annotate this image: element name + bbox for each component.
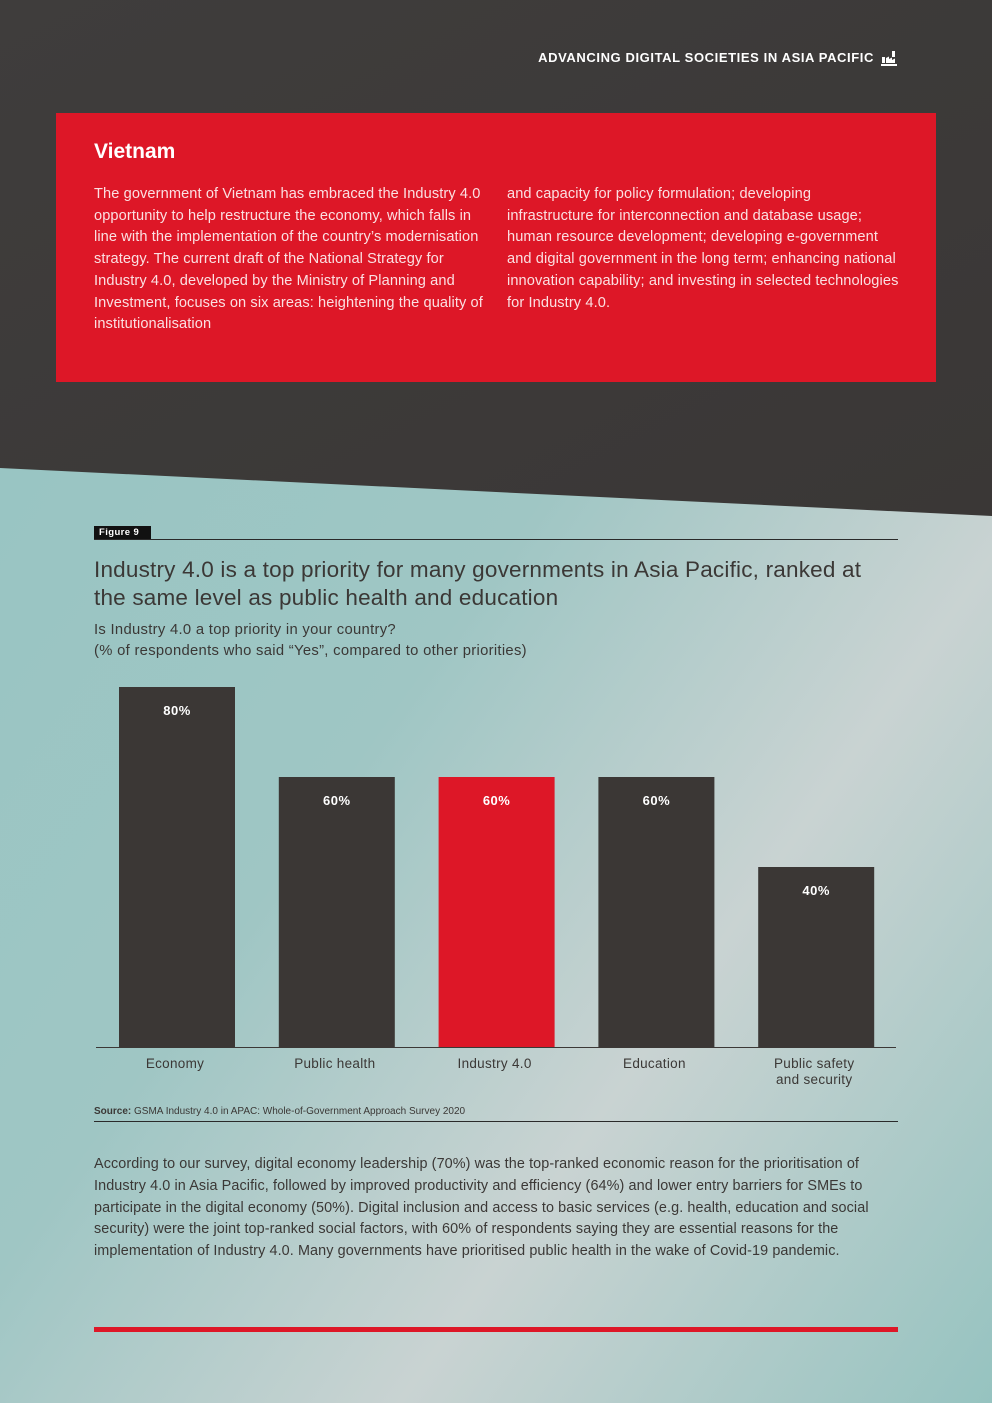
- category-tick-label: Public health: [294, 1056, 375, 1071]
- factory-icon: [881, 51, 897, 66]
- source-rule: [94, 1121, 898, 1122]
- source-label: Source:: [94, 1106, 132, 1117]
- source-text: GSMA Industry 4.0 in APAC: Whole-of-Gove…: [131, 1106, 466, 1117]
- figure-subtitle-line1: Is Industry 4.0 a top priority in your c…: [94, 622, 396, 638]
- country-spotlight-box: Vietnam The government of Vietnam has em…: [56, 113, 936, 382]
- category-tick-label: and security: [776, 1072, 852, 1087]
- bar-value-label: 80%: [163, 703, 191, 718]
- bar-value-label: 60%: [323, 793, 351, 808]
- bar-public-safety-and-security: [758, 867, 875, 1047]
- figure-subtitle: Is Industry 4.0 a top priority in your c…: [94, 620, 894, 662]
- country-title: Vietnam: [94, 140, 176, 163]
- running-header: ADVANCING DIGITAL SOCIETIES IN ASIA PACI…: [538, 50, 874, 65]
- figure-source: Source: GSMA Industry 4.0 in APAC: Whole…: [94, 1106, 465, 1117]
- country-paragraph-right: and capacity for policy formulation; dev…: [507, 186, 899, 311]
- bar-value-label: 60%: [643, 793, 671, 808]
- category-tick-label: Economy: [146, 1056, 204, 1071]
- survey-paragraph: According to our survey, digital economy…: [94, 1156, 869, 1260]
- bar-industry-4-0: [438, 777, 555, 1047]
- category-tick-label: Public safety: [774, 1056, 854, 1071]
- bar-education: [598, 777, 715, 1047]
- bottom-accent-rule: [94, 1327, 898, 1332]
- category-tick-label: Industry 4.0: [458, 1056, 532, 1071]
- figure-subtitle-line2: (% of respondents who said “Yes”, compar…: [94, 643, 527, 659]
- bar-economy: [119, 687, 235, 1047]
- category-tick-label: Education: [623, 1056, 686, 1071]
- figure-title: Industry 4.0 is a top priority for many …: [94, 557, 862, 610]
- bar-public-health: [278, 777, 395, 1047]
- figure-top-rule: [94, 539, 898, 540]
- country-paragraph-left: The government of Vietnam has embraced t…: [94, 186, 483, 333]
- bar-value-label: 60%: [483, 793, 511, 808]
- figure-tag: Figure 9: [94, 526, 151, 539]
- bar-value-label: 40%: [802, 883, 830, 898]
